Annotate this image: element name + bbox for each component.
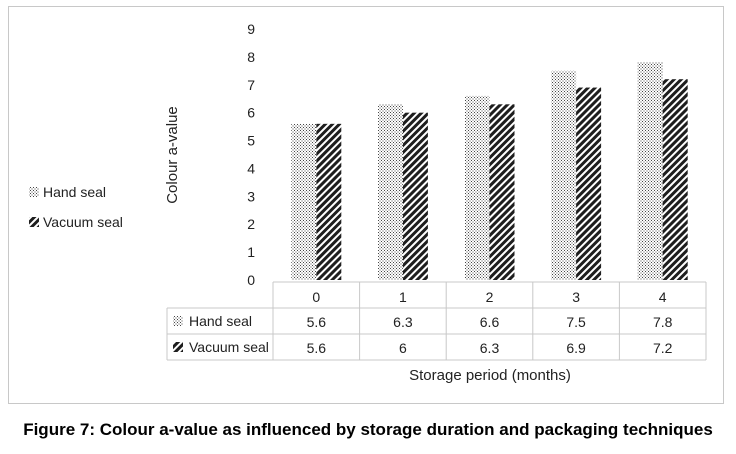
- bar-vacuum-seal-2: [489, 104, 515, 280]
- y-tick-label: 8: [247, 49, 255, 65]
- table-cell-value: 5.6: [307, 314, 327, 330]
- y-axis: 0 1 2 3 4 5 6 7 8 9: [247, 21, 255, 288]
- bar-hand-seal-0: [291, 123, 317, 280]
- y-tick-label: 0: [247, 272, 255, 288]
- y-tick-label: 9: [247, 21, 255, 37]
- legend-label: Hand seal: [43, 184, 106, 200]
- figure-caption: Figure 7: Colour a-value as influenced b…: [23, 420, 713, 439]
- y-tick-label: 4: [247, 160, 255, 176]
- y-tick-label: 6: [247, 105, 255, 121]
- legend: Hand seal Vacuum seal: [29, 184, 123, 230]
- table-cell-value: 5.6: [307, 340, 327, 356]
- table-cell-value: 7.5: [566, 314, 586, 330]
- table-cell-value: 6.9: [566, 340, 586, 356]
- bar-hand-seal-3: [551, 70, 577, 280]
- legend-key: [29, 217, 39, 227]
- bar-hand-seal-2: [464, 95, 490, 280]
- bar-vacuum-seal-4: [662, 79, 688, 280]
- y-tick-label: 7: [247, 77, 255, 93]
- bar-vacuum-seal-1: [402, 112, 428, 281]
- data-table: 0 1 2 3 4 Hand seal 5.6 6.3 6.6 7.5 7.8 Vacuum seal…: [166, 281, 707, 361]
- bar-vacuum-seal-3: [576, 87, 602, 280]
- bars: [291, 62, 688, 281]
- y-tick-label: 5: [247, 133, 255, 149]
- bar-vacuum-seal-0: [316, 123, 342, 280]
- table-legend-key: [173, 316, 183, 326]
- table-cell-value: 6.6: [480, 314, 500, 330]
- table-cell-value: 6.3: [393, 314, 413, 330]
- chart-plot: 0 1 2 3 4 5 6 7 8 9 0 1 2 3 4 Hand seal 5.6 6.3 6.6 7.5 7.8…: [29, 21, 707, 384]
- bar-hand-seal-4: [637, 62, 663, 280]
- table-series-name: Hand seal: [189, 313, 252, 329]
- table-cell-value: 7.2: [653, 340, 673, 356]
- x-tick-label: 0: [312, 289, 320, 305]
- table-series-name: Vacuum seal: [189, 339, 269, 355]
- table-cell-value: 6.3: [480, 340, 500, 356]
- bar-hand-seal-1: [377, 104, 403, 280]
- y-axis-title: Colour a-value: [164, 106, 181, 204]
- y-tick-label: 3: [247, 188, 255, 204]
- x-tick-label: 2: [486, 289, 494, 305]
- table-legend-key: [173, 342, 183, 352]
- chart-frame: 0 1 2 3 4 5 6 7 8 9 0 1 2 3 4 Hand seal 5.6 6.3 6.6 7.5 7.8…: [8, 6, 724, 404]
- table-cell-value: 7.8: [653, 314, 673, 330]
- legend-label: Vacuum seal: [43, 214, 123, 230]
- table-cell-value: 6: [399, 340, 407, 356]
- x-tick-label: 3: [572, 289, 580, 305]
- x-axis-title: Storage period (months): [409, 367, 571, 384]
- x-tick-label: 1: [399, 289, 407, 305]
- y-tick-label: 1: [247, 244, 255, 260]
- legend-key: [29, 187, 39, 197]
- x-tick-label: 4: [659, 289, 667, 305]
- y-tick-label: 2: [247, 216, 255, 232]
